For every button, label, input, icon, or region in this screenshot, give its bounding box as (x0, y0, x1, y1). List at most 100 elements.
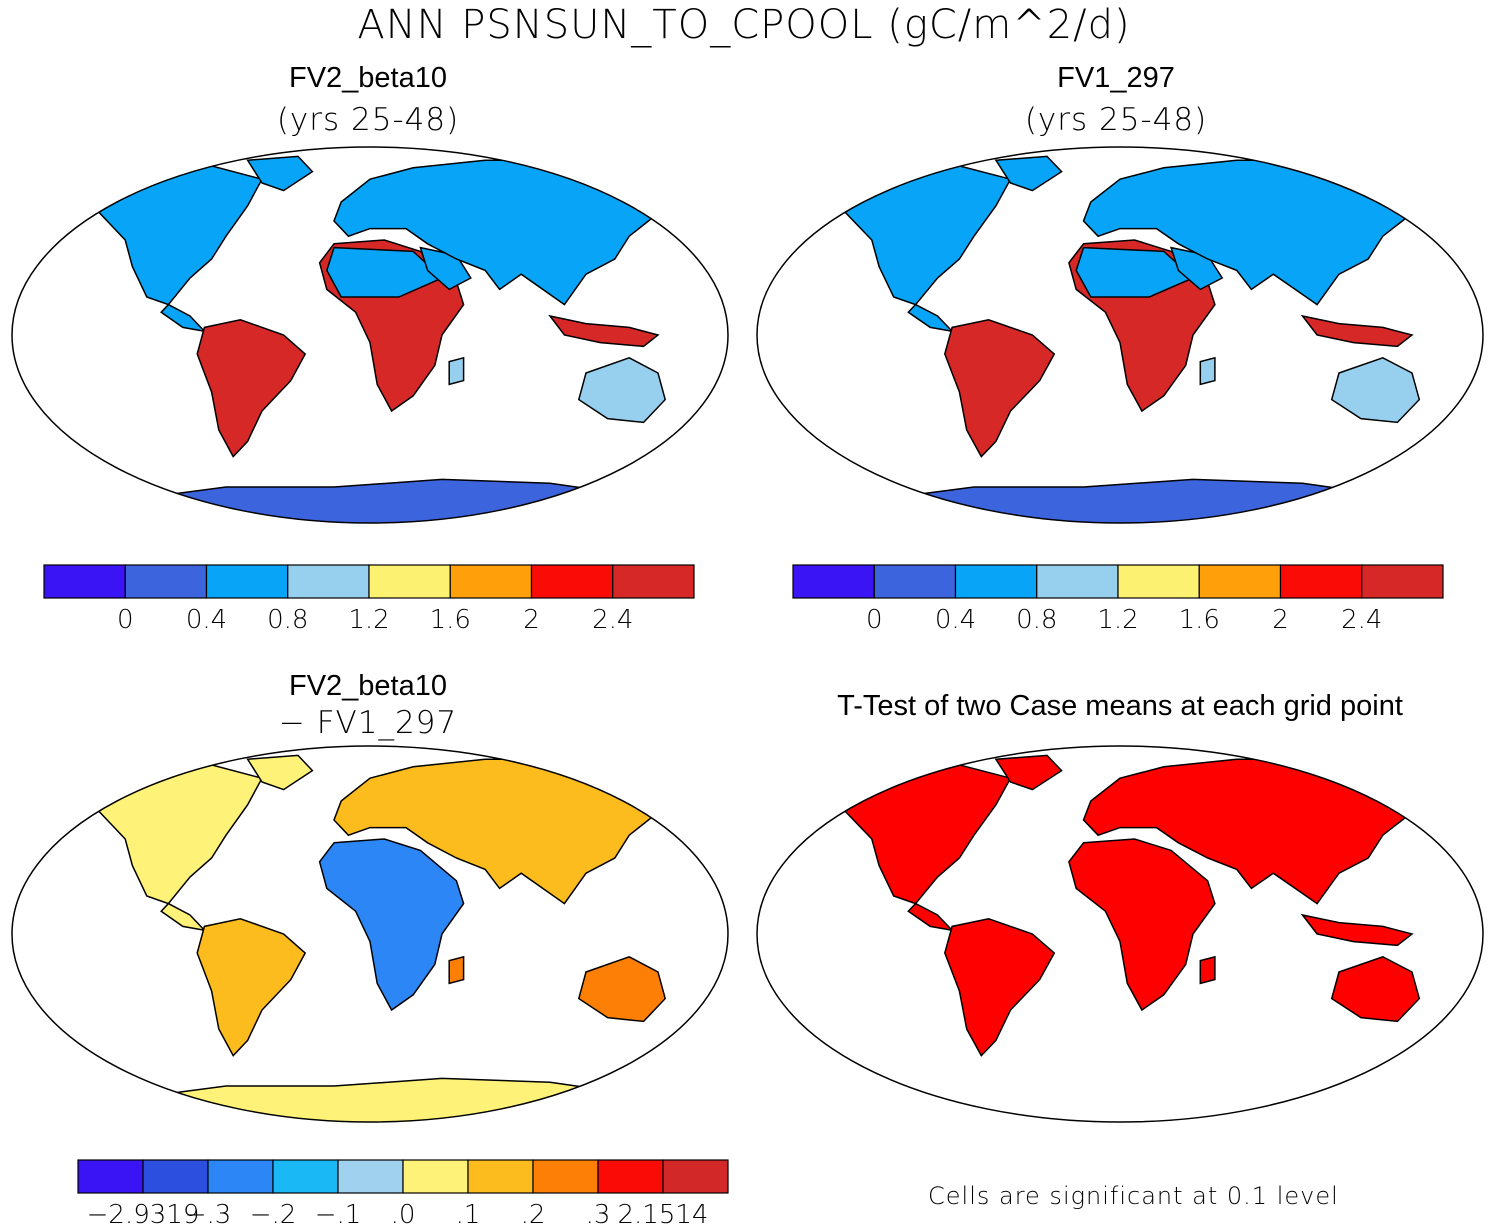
colorbar-swatch (287, 564, 370, 599)
colorbar-swatch (43, 564, 126, 599)
region-antarctica-7 (884, 478, 1385, 523)
colorbar-tick-label: −.1 (315, 1200, 362, 1227)
colorbar-swatch (449, 564, 533, 599)
region-sahara-3 (1075, 246, 1195, 298)
map-border (11, 745, 729, 1123)
colorbar-tick-label: .1 (456, 1200, 481, 1227)
panel-4-title: T-Test of two Case means at each grid po… (837, 690, 1403, 722)
region-antarctica-7 (137, 478, 632, 523)
region-aus-6 (577, 356, 667, 424)
colorbar-swatch (368, 564, 451, 599)
colorbar-panel-1: 0 0.4 0.8 1.2 1.6 2 2.4 (43, 564, 695, 635)
region-antarctica-5 (137, 1077, 632, 1122)
region-greenland-0 (994, 155, 1063, 192)
region-na-0 (73, 163, 264, 306)
colorbar-swatch (873, 564, 957, 599)
region-greenland-0 (246, 754, 314, 791)
region-seasia-5 (1300, 314, 1414, 348)
colorbar-swatch (532, 1159, 599, 1194)
region-na-0 (819, 762, 1012, 905)
colorbar-swatch (207, 1159, 274, 1194)
map-panel-1 (11, 146, 729, 524)
colorbar-tick-label: −2.9319 (87, 1200, 200, 1227)
colorbar-swatch (272, 1159, 339, 1194)
colorbar-swatch (205, 564, 289, 599)
panel-2-title: FV1_297 (1057, 62, 1175, 94)
map-border (11, 146, 729, 524)
region-africa-0 (1068, 838, 1216, 1012)
region-greenland-0 (246, 155, 314, 192)
region-africa-2 (318, 838, 465, 1012)
map-border (756, 745, 1484, 1123)
colorbar-swatch (792, 564, 875, 599)
region-na-0 (819, 163, 1012, 306)
colorbar-tick-label: .3 (586, 1200, 611, 1227)
colorbar-tick-label: 2.1514 (618, 1200, 709, 1227)
map-panel-4 (756, 745, 1484, 1123)
colorbar-tick-label: 0 (866, 605, 883, 635)
region-ca-0 (160, 303, 207, 333)
region-aus-6 (1330, 356, 1421, 424)
colorbar-tick-label: 0.4 (186, 605, 227, 635)
region-seasia-0 (1300, 913, 1414, 947)
colorbar-swatch (337, 1159, 404, 1194)
colorbar-panel-2: 0 0.4 0.8 1.2 1.6 2 2.4 (792, 564, 1444, 635)
colorbar-tick-label: 0 (117, 605, 134, 635)
region-aus-4 (577, 955, 667, 1023)
colorbar-swatch (467, 1159, 534, 1194)
colorbar-swatch (954, 564, 1038, 599)
colorbar-tick-label: 1.6 (430, 605, 471, 635)
panel-3-subtitle: − FV1_297 (278, 705, 458, 741)
significance-footnote: Cells are significant at 0.1 level (928, 1182, 1339, 1210)
map-border (756, 146, 1484, 524)
map-panel-2 (756, 146, 1484, 524)
colorbar-swatch (530, 564, 614, 599)
colorbar-tick-label: 1.2 (1097, 605, 1138, 635)
colorbar-tick-label: 0.4 (935, 605, 976, 635)
colorbar-swatch (142, 1159, 209, 1194)
colorbar-tick-label: 2 (523, 605, 540, 635)
colorbar-tick-label: −.3 (185, 1200, 232, 1227)
region-sa-0 (944, 918, 1056, 1057)
colorbar-tick-label: 2.4 (1341, 605, 1382, 635)
colorbar-panel-3: −2.9319−.3 −.2 −.1 .0 .1 .2 .3 2.1514 (77, 1159, 729, 1227)
colorbar-swatch (662, 1159, 729, 1194)
region-sa-1 (944, 319, 1056, 458)
colorbar-tick-label: 0.8 (1016, 605, 1057, 635)
panel-3-title: FV2_beta10 (288, 670, 447, 702)
colorbar-swatch (612, 564, 695, 599)
region-na-0 (73, 762, 264, 905)
colorbar-tick-label: 2.4 (592, 605, 633, 635)
region-ca-0 (907, 902, 955, 932)
map-panel-3 (11, 745, 729, 1123)
region-sahara-3 (325, 246, 444, 298)
panel-2-subtitle: (yrs 25-48) (1024, 102, 1208, 138)
figure-title: ANN PSNSUN_TO_CPOOL (gC/m^2/d) (357, 2, 1131, 48)
colorbar-tick-label: 0.8 (267, 605, 308, 635)
region-aus-0 (1330, 955, 1421, 1023)
colorbar-swatch (1361, 564, 1444, 599)
colorbar-tick-label: .2 (521, 1200, 546, 1227)
colorbar-swatch (1117, 564, 1200, 599)
colorbar-tick-label: 1.6 (1179, 605, 1220, 635)
panel-1-subtitle: (yrs 25-48) (276, 102, 460, 138)
region-ca-0 (907, 303, 955, 333)
colorbar-swatch (1279, 564, 1363, 599)
region-madagascar-0 (1199, 955, 1216, 985)
region-madagascar-4 (448, 955, 465, 985)
colorbar-tick-label: 1.2 (348, 605, 389, 635)
region-sa-1 (196, 918, 307, 1057)
colorbar-swatch (77, 1159, 144, 1194)
region-seasia-5 (548, 314, 660, 348)
colorbar-swatch (1198, 564, 1282, 599)
region-greenland-0 (994, 754, 1063, 791)
region-sa-1 (196, 319, 307, 458)
colorbar-swatch (1036, 564, 1119, 599)
colorbar-swatch (597, 1159, 664, 1194)
region-madagascar-6 (448, 356, 465, 386)
colorbar-swatch (124, 564, 208, 599)
colorbar-tick-label: 2 (1272, 605, 1289, 635)
region-ca-0 (160, 902, 207, 932)
colorbar-tick-label: −.2 (250, 1200, 297, 1227)
colorbar-swatch (402, 1159, 469, 1194)
